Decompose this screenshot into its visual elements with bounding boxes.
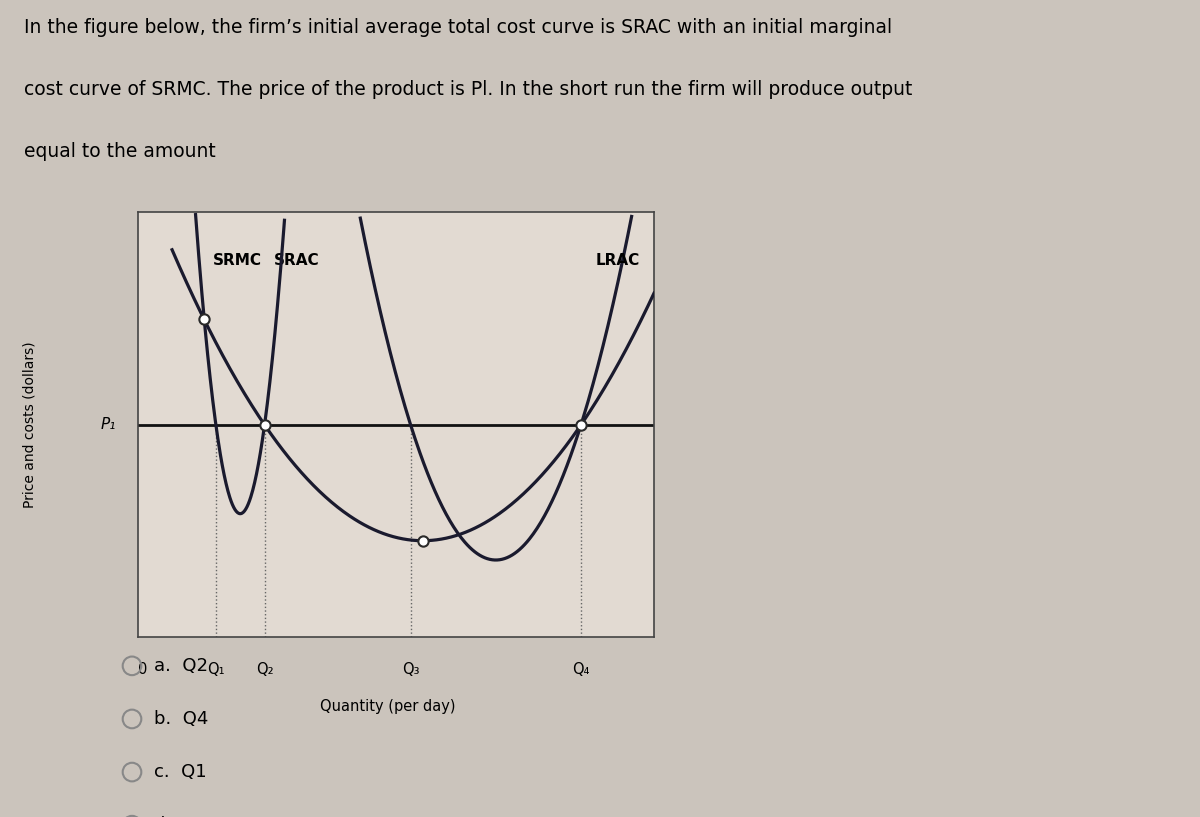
Text: b.  Q4: b. Q4	[154, 710, 208, 728]
Text: c.  Q1: c. Q1	[154, 763, 206, 781]
Point	[571, 418, 590, 431]
Text: Q₂: Q₂	[256, 663, 274, 677]
Point	[254, 418, 274, 431]
Text: a.  Q2: a. Q2	[154, 657, 208, 675]
Text: Q₃: Q₃	[402, 663, 419, 677]
Text: 0: 0	[138, 663, 148, 677]
Text: P₁: P₁	[101, 417, 116, 432]
Text: SRMC: SRMC	[214, 252, 263, 268]
Text: SRAC: SRAC	[274, 252, 319, 268]
Text: Price and costs (dollars): Price and costs (dollars)	[23, 342, 37, 508]
Text: LRAC: LRAC	[596, 252, 641, 268]
Text: Q₁: Q₁	[208, 663, 224, 677]
Text: Quantity (per day): Quantity (per day)	[320, 699, 456, 714]
Text: d.  Q3: d. Q3	[154, 816, 208, 817]
Text: cost curve of SRMC. The price of the product is Pl. In the short run the firm wi: cost curve of SRMC. The price of the pro…	[24, 79, 912, 99]
Point	[413, 534, 432, 547]
Text: equal to the amount: equal to the amount	[24, 141, 216, 161]
Text: Q₄: Q₄	[572, 663, 589, 677]
Text: In the figure below, the firm’s initial average total cost curve is SRAC with an: In the figure below, the firm’s initial …	[24, 17, 892, 37]
Point	[194, 313, 214, 326]
